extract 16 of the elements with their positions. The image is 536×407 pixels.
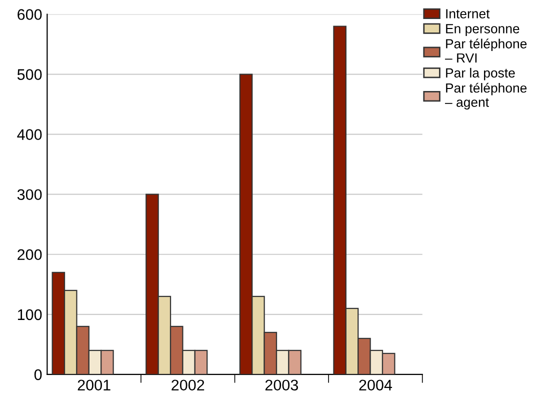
x-tick-label: 2004 xyxy=(359,380,392,391)
y-tick-label: 100 xyxy=(18,309,42,320)
y-tick-label: 200 xyxy=(18,249,42,260)
x-tick-label: 2003 xyxy=(265,380,298,391)
y-tick-label: 300 xyxy=(17,189,42,200)
legend-label: Par téléphone – RVI xyxy=(445,38,527,63)
y-tick-label: 600 xyxy=(18,9,42,20)
legend-label: En personne xyxy=(446,24,520,36)
x-tick-label: 2002 xyxy=(172,380,204,391)
y-tick-label: 0 xyxy=(34,369,42,380)
y-tick-label: 400 xyxy=(17,129,42,140)
legend-label: Par téléphone – agent xyxy=(445,82,527,110)
x-tick-label: 2001 xyxy=(78,380,110,391)
legend-label: Internet xyxy=(446,9,490,18)
y-tick-label: 500 xyxy=(17,69,42,80)
legend-label: Par la poste xyxy=(446,68,515,80)
